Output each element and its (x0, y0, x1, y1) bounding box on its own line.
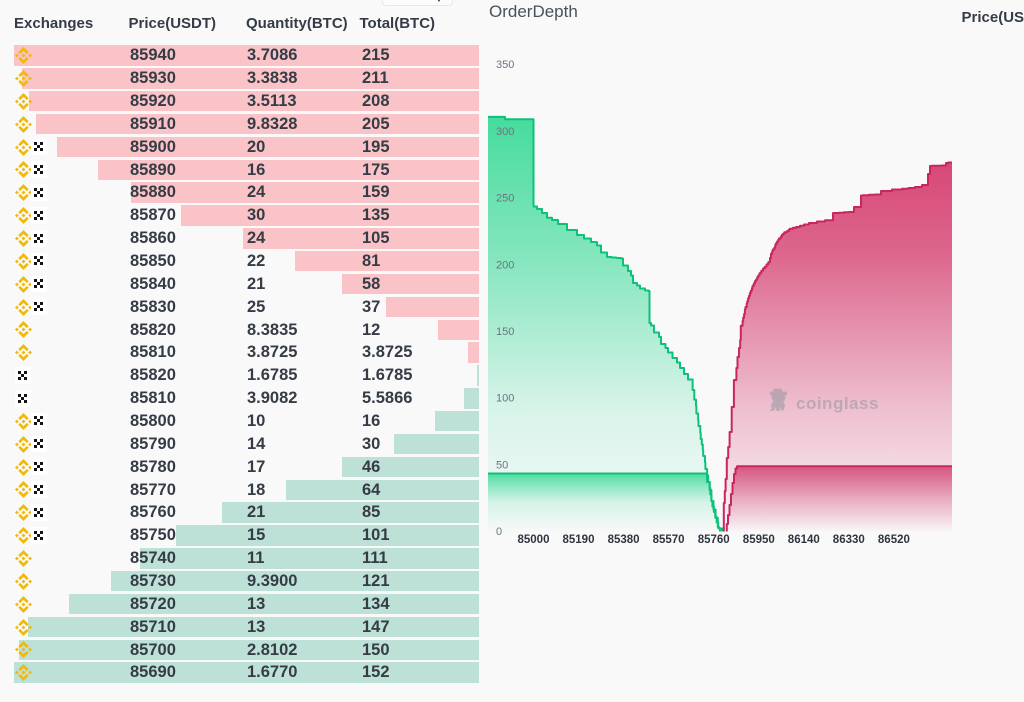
svg-text:85190: 85190 (563, 534, 595, 546)
svg-text:150: 150 (496, 326, 514, 338)
svg-text:100: 100 (496, 393, 514, 405)
svg-text:85950: 85950 (743, 534, 775, 546)
svg-text:85000: 85000 (518, 534, 550, 546)
svg-text:200: 200 (496, 259, 514, 271)
svg-text:350: 350 (496, 59, 514, 71)
svg-text:85380: 85380 (608, 534, 640, 546)
svg-text:86330: 86330 (833, 534, 865, 546)
svg-text:85760: 85760 (698, 534, 730, 546)
svg-text:300: 300 (496, 126, 514, 138)
svg-text:86140: 86140 (788, 534, 820, 546)
svg-text:0: 0 (496, 526, 502, 538)
svg-text:coinglass: coinglass (796, 394, 879, 413)
svg-text:86520: 86520 (878, 534, 910, 546)
svg-text:50: 50 (496, 459, 508, 471)
svg-text:250: 250 (496, 193, 514, 205)
svg-text:85570: 85570 (653, 534, 685, 546)
